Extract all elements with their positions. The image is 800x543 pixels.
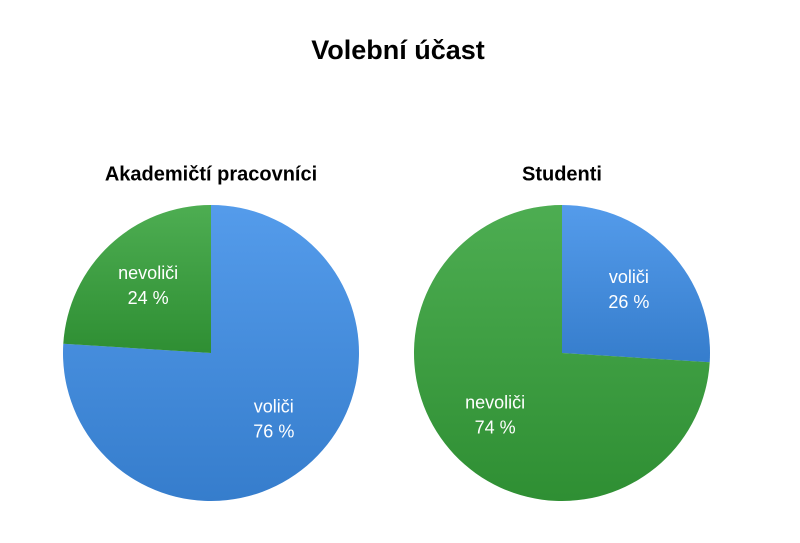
slice-category: voliči — [609, 267, 649, 287]
chart-title: Akademičtí pracovníci — [105, 163, 317, 185]
slice-value-label: 26 % — [608, 292, 649, 312]
chart-title: Studenti — [522, 163, 602, 185]
slice-value-label: 24 % — [128, 288, 169, 308]
slice-shade — [63, 205, 211, 353]
slice-category: nevoliči — [465, 393, 525, 413]
slice-category: voliči — [254, 397, 294, 417]
slice-shade — [413, 205, 710, 501]
page-title: Volební účast — [311, 35, 485, 65]
slice-shade — [63, 205, 359, 501]
slice-value-label: 76 % — [253, 422, 294, 442]
slice-category: nevoliči — [118, 263, 178, 283]
slice-value-label: 74 % — [475, 418, 516, 438]
slice-shade — [562, 205, 710, 363]
